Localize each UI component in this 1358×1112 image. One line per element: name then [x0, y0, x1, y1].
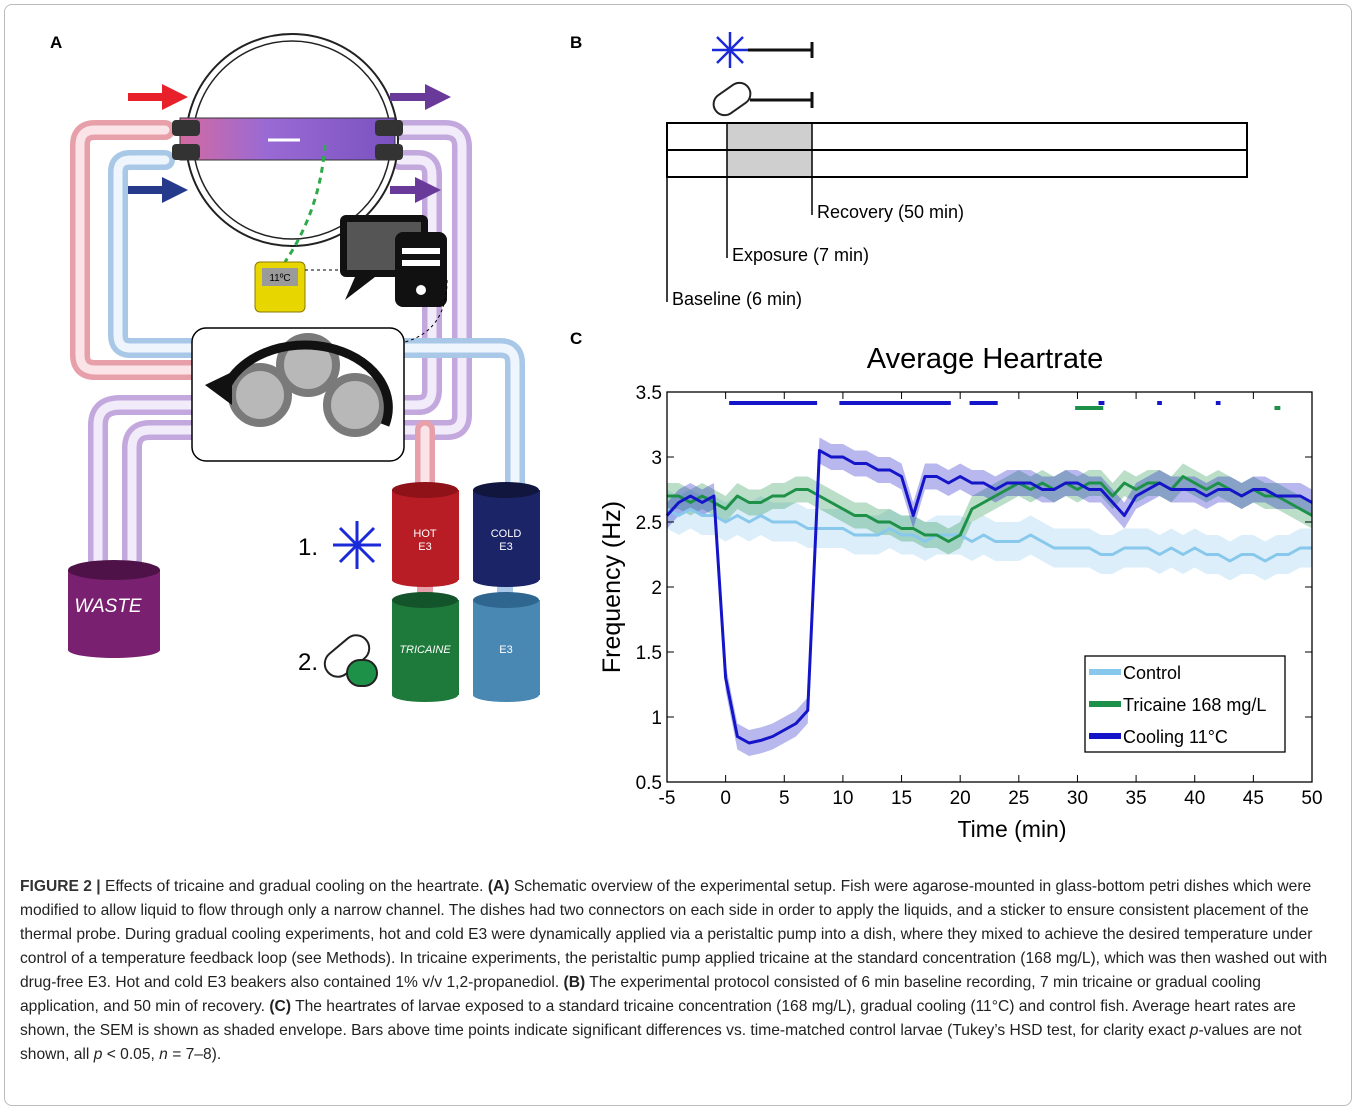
panel-label: C	[570, 329, 582, 348]
phase-label: Exposure (7 min)	[732, 245, 869, 265]
y-axis-label: Frequency (Hz)	[598, 501, 626, 673]
legend-label: Cooling 11°C	[1123, 727, 1228, 747]
caption-text: The heartrates of larvae exposed to a st…	[20, 998, 1296, 1039]
pump-arrow	[220, 340, 393, 427]
probe-temp: 11ºC	[269, 273, 290, 284]
figure-label: FIGURE 2 |	[20, 878, 101, 895]
panel-label: B	[570, 33, 582, 52]
caption-text: Effects of tricaine and gradual cooling …	[100, 878, 488, 895]
caption-text: < 0.05,	[102, 1046, 160, 1063]
y-tick-label: 1.5	[636, 643, 662, 664]
x-tick-label: 5	[779, 788, 790, 809]
probe-wire	[283, 144, 327, 263]
probe-screen	[262, 268, 298, 286]
legend-label: Tricaine 168 mg/L	[1123, 695, 1266, 715]
beaker-label: E3	[418, 541, 431, 553]
caption-symbol: n	[159, 1046, 168, 1063]
rollers	[228, 333, 387, 437]
panel-label: A	[50, 33, 62, 52]
tubes	[70, 120, 525, 608]
beaker-label: TRICAINE	[399, 644, 451, 656]
panel-a: A	[50, 33, 540, 702]
x-tick-label: 10	[832, 788, 853, 809]
x-tick-label: 0	[720, 788, 731, 809]
series-line	[667, 475, 1313, 543]
series-line	[666, 507, 1312, 563]
caption-symbol: p	[1189, 1022, 1199, 1039]
connectors	[172, 120, 403, 160]
caption-panel-ref: (A)	[487, 878, 510, 895]
caption: FIGURE 2 | Effects of tricaine and gradu…	[20, 875, 1340, 1067]
y-tick-label: 0.5	[636, 773, 662, 794]
beaker-label: E3	[499, 644, 512, 656]
x-tick-label: 35	[1126, 788, 1147, 809]
x-tick-label: 20	[950, 788, 971, 809]
x-tick-label: 45	[1243, 788, 1264, 809]
snowflake-icon	[712, 32, 748, 68]
x-tick-label: 30	[1067, 788, 1088, 809]
series-line	[665, 449, 1313, 745]
sem-envelope	[667, 489, 1312, 581]
x-tick-label: 15	[891, 788, 912, 809]
step-label: 1.	[298, 534, 318, 561]
beakers	[68, 482, 540, 702]
legend-label: Control	[1123, 663, 1181, 683]
x-tick-label: 50	[1301, 788, 1322, 809]
caption-panel-ref: (B)	[563, 974, 586, 991]
x-tick-label: 25	[1008, 788, 1029, 809]
panel-b: B Recovery (50 min) Exposure (7 min) Bas…	[570, 32, 1248, 309]
y-tick-label: 3	[651, 448, 662, 469]
figure: A	[50, 32, 1323, 842]
beaker-label: E3	[499, 541, 512, 553]
caption-text: -values are not shown, all	[20, 1022, 1302, 1063]
y-tick-label: 2	[651, 578, 662, 599]
figure-frame	[4, 4, 1352, 1106]
chart-title: Average Heartrate	[867, 343, 1103, 375]
computer	[340, 215, 448, 343]
beaker-label: COLD	[491, 528, 522, 540]
panel-c: C Average Heartrate Time (min) Frequency…	[570, 329, 1323, 842]
caption-symbol: p	[93, 1046, 103, 1063]
flow-arrows	[128, 84, 451, 203]
caption-text: = 7–8).	[167, 1046, 222, 1063]
y-tick-label: 2.5	[636, 513, 662, 534]
snowflake-icon	[333, 521, 381, 569]
x-axis-label: Time (min)	[957, 816, 1066, 842]
phase-label: Baseline (6 min)	[672, 289, 802, 309]
beaker-label: HOT	[413, 528, 437, 540]
caption-panel-ref: (C)	[269, 998, 292, 1015]
caption-text: The experimental protocol consisted of 6…	[20, 974, 1261, 1015]
step-label: 2.	[298, 649, 318, 676]
pill-icon	[712, 81, 752, 117]
pill-icon	[323, 634, 378, 687]
y-tick-label: 3.5	[636, 383, 662, 404]
beaker-label: WASTE	[74, 596, 142, 617]
phase-label: Recovery (50 min)	[817, 202, 964, 222]
y-tick-label: 1	[651, 708, 662, 729]
caption-text: Schematic overview of the experimental s…	[20, 878, 1328, 991]
x-tick-label: -5	[659, 788, 676, 809]
pump-arrowhead	[205, 372, 232, 405]
x-tick-label: 40	[1184, 788, 1205, 809]
